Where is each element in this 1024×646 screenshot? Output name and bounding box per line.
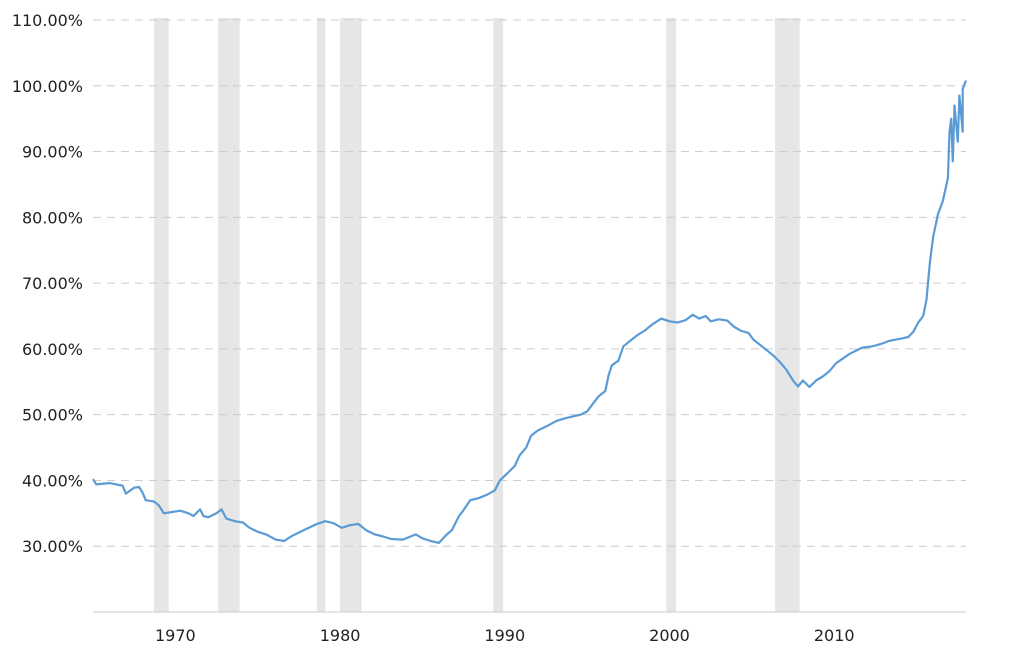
y-tick-label: 70.00%	[22, 274, 83, 293]
series-group	[92, 80, 968, 544]
y-tick-label: 110.00%	[12, 11, 83, 30]
recession-bands	[153, 18, 800, 612]
y-tick-label: 30.00%	[22, 537, 83, 556]
series-line-0	[92, 80, 968, 544]
y-tick-label: 80.00%	[22, 208, 83, 227]
recession-band-1	[218, 18, 240, 612]
x-tick-label: 1980	[320, 626, 361, 645]
y-tick-label: 100.00%	[12, 77, 83, 96]
x-tick-label: 2000	[649, 626, 690, 645]
recession-band-5	[666, 18, 677, 612]
gridlines	[93, 19, 966, 547]
y-tick-label: 60.00%	[22, 340, 83, 359]
y-tick-label: 50.00%	[22, 406, 83, 425]
recession-band-3	[340, 18, 362, 612]
y-tick-label: 90.00%	[22, 143, 83, 162]
x-tick-label: 2010	[814, 626, 855, 645]
recession-band-4	[493, 18, 504, 612]
recession-band-2	[317, 18, 326, 612]
x-axis-ticks: 1970 1980 1990 2000 2010	[155, 626, 855, 645]
recession-band-0	[153, 18, 169, 612]
recession-band-6	[774, 18, 800, 612]
x-tick-label: 1990	[484, 626, 525, 645]
y-axis-ticks: 30.00% 40.00% 50.00% 60.00% 70.00% 80.00% 90.0…	[12, 11, 83, 556]
x-tick-label: 1970	[155, 626, 196, 645]
y-tick-label: 40.00%	[22, 471, 83, 490]
